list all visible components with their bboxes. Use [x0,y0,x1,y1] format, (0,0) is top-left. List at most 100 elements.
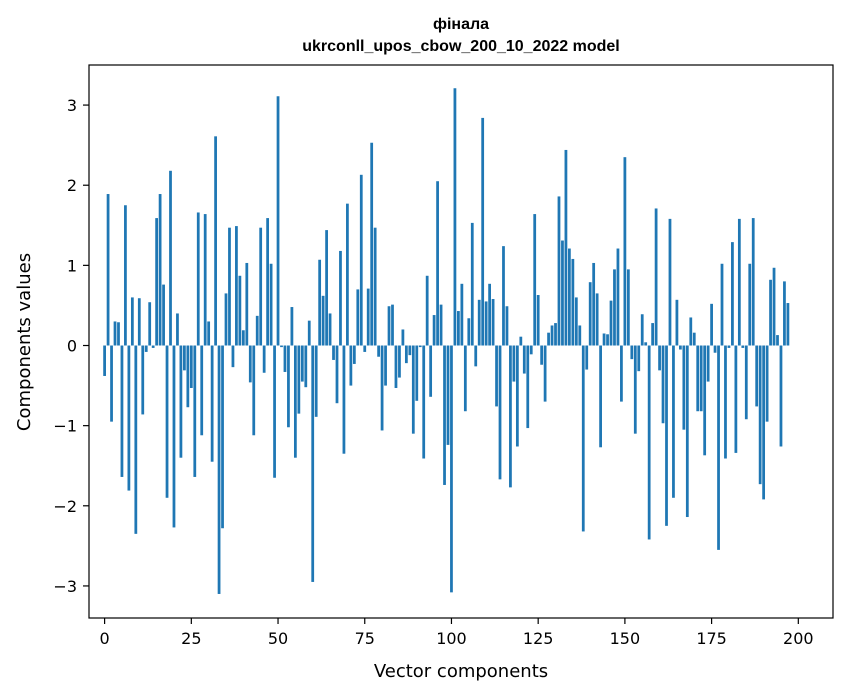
bar [630,345,634,360]
bar [235,226,238,346]
bar [637,345,641,372]
bar [495,345,498,407]
bar [477,299,481,346]
bar [682,345,686,430]
bar [321,295,325,346]
y-tick-label: 2 [67,176,77,195]
bar [769,279,772,346]
bar [425,275,429,346]
bar [481,117,485,346]
bar [581,345,585,532]
bar [772,267,776,346]
bar [304,345,308,388]
bar [339,250,342,346]
bar [363,345,367,352]
bar [287,345,290,428]
bar [155,218,159,346]
bar [106,194,110,346]
y-tick-label: 0 [67,337,77,356]
plot-area-frame [88,64,834,619]
bar [293,345,297,458]
bar [255,315,259,346]
bar [616,248,620,346]
bar [786,303,790,346]
bar [231,345,235,368]
bar [238,275,242,346]
bar [328,313,332,346]
bar [699,345,703,412]
bar [307,320,311,346]
bar [221,345,224,529]
bar [228,227,231,346]
bar [509,345,512,488]
bar [259,227,263,346]
bar [172,345,176,528]
bar [134,345,138,534]
bar [488,283,491,346]
bar [446,345,450,445]
bar [401,329,405,346]
bar [422,345,426,459]
bar [411,345,415,434]
bar [651,323,655,346]
bar [366,288,370,346]
bar [661,345,665,424]
bar [564,149,568,346]
bar [436,181,439,346]
bar [540,345,544,365]
bar [744,345,748,420]
bar [325,230,328,346]
bar [526,345,530,429]
bar [120,345,124,477]
bar [144,345,148,352]
bar [103,345,106,376]
y-axis-ticks: −3 −2 −1 0 1 2 3 [53,96,89,596]
bar [498,345,502,480]
bar [373,227,377,346]
bar [606,334,609,346]
bar [429,345,433,397]
bar [124,205,127,346]
bar [706,345,710,382]
bar [179,345,183,458]
bar [418,345,422,348]
bar [349,345,353,386]
bar [515,345,519,447]
bar [245,262,249,346]
bar [505,306,509,346]
bar [398,345,401,378]
bar [668,218,672,346]
bar [776,335,779,346]
bar [391,304,394,346]
bar [470,222,474,346]
bar [748,263,752,346]
bar [571,258,575,346]
bar [595,293,599,346]
bar [561,240,564,346]
bar [162,284,165,346]
bar [165,345,169,498]
bar [640,314,644,346]
x-tick-label: 150 [610,629,641,648]
bar [727,345,731,348]
bar [130,297,134,346]
bar [196,212,200,346]
bar [283,345,287,372]
x-axis-label: Vector components [374,661,548,682]
bar [599,345,602,448]
bar [554,323,557,346]
y-tick-label: 3 [67,96,77,115]
bar [755,345,759,407]
bar [665,345,668,526]
bar [200,345,204,436]
bar [633,345,637,434]
bar [737,218,741,346]
bar [183,345,186,371]
bar [779,345,783,447]
bar [359,174,363,346]
bar [762,345,766,500]
y-tick-label: 1 [67,256,77,275]
bar [522,345,526,374]
bar [248,345,252,383]
bar [214,136,217,346]
